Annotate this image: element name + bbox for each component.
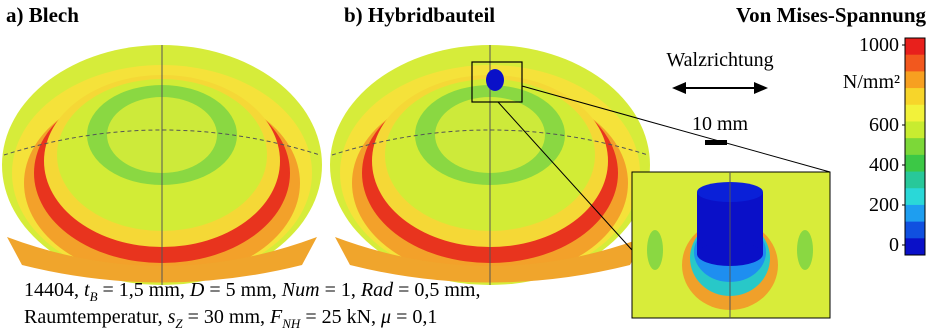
middle-plot [329,44,831,286]
left-plot [1,44,323,286]
colorbar-tick-label: 600 [869,114,899,136]
colorbar-band [905,188,925,206]
direction-label: Walzrichtung [666,49,773,71]
colorbar-tick-label: 1000 [859,34,899,56]
colorbar-tick-label: 400 [869,154,899,176]
legend-title: Von Mises-Spannung [736,3,927,27]
colorbar-tick-label: 0 [889,234,899,256]
legend-unit: N/mm² [843,71,900,93]
colorbar-band [905,154,925,173]
scale-bar [705,140,727,145]
colorbar-band [905,238,925,256]
colorbar-band [905,38,925,56]
panel-title: b) Hybridbauteil [344,3,495,27]
panel-title: a) Blech [6,3,79,27]
colorbar-band [905,138,925,156]
colorbar-band [905,121,925,139]
scale-label: 10 mm [692,113,749,135]
colorbar-band [905,171,925,189]
colorbar-band [905,104,925,122]
colorbar: 1000 600 400 200 0 [859,34,926,256]
colorbar-band [905,221,925,239]
caption-line: 14404, tB = 1,5 mm, D = 5 mm, Num = 1, R… [14,279,480,304]
colorbar-band [905,71,925,89]
colorbar-band [905,54,925,72]
colorbar-band [905,204,925,223]
colorbar-tick-label: 200 [869,194,899,216]
colorbar-band [905,88,925,106]
direction-arrow [672,82,768,94]
zoom-view [631,171,831,319]
colorbar-frame [904,37,926,256]
caption-line: Raumtemperatur, sZ = 30 mm, FNH = 25 kN,… [14,306,437,331]
